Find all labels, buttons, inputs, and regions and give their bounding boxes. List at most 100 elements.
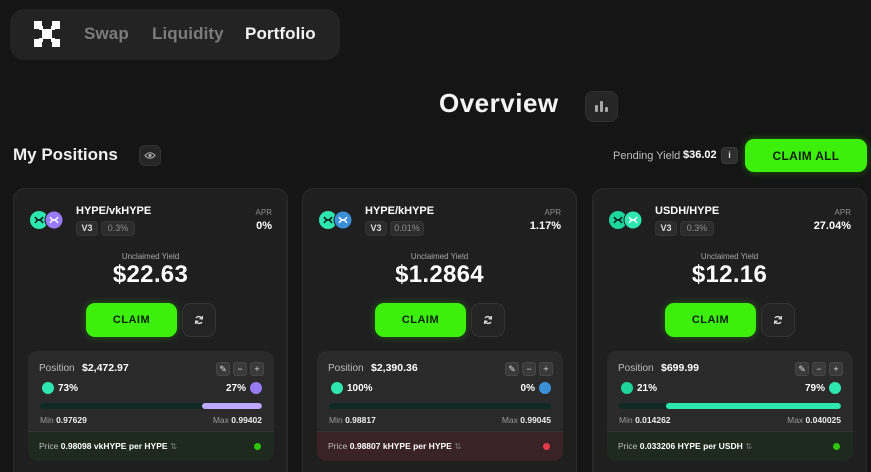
token-a-share: 100% — [331, 382, 373, 394]
unclaimed-yield-value: $1.2864 — [395, 261, 484, 288]
unclaimed-yield-label: Unclaimed Yield — [410, 252, 469, 261]
token-b-share: 0% — [521, 382, 551, 394]
unclaimed-yield-label: Unclaimed Yield — [121, 252, 180, 261]
position-actions: ✎ − + — [216, 362, 264, 376]
position-value: $2,390.36 — [371, 362, 418, 374]
nav-portfolio[interactable]: Portfolio — [245, 24, 316, 43]
position-details: Position $2,472.97 ✎ − + 73% 27% Min 0.9… — [28, 351, 274, 461]
apr-value: 27.04% — [813, 220, 851, 232]
section-title: My Positions — [13, 145, 118, 164]
token-a-icon — [331, 382, 343, 394]
apr-label: APR — [255, 208, 272, 217]
token-b-share: 79% — [805, 382, 841, 394]
add-liquidity-icon[interactable]: + — [829, 362, 843, 376]
pending-yield-value: $36.02 — [683, 149, 717, 161]
pair-name: HYPE/vkHYPE — [76, 205, 152, 217]
range-min: Min 0.98817 — [329, 415, 376, 425]
fee-badge: 0.3% — [101, 221, 135, 236]
claim-button[interactable]: CLAIM — [665, 303, 756, 337]
token-b-icon — [250, 382, 262, 394]
nav-liquidity[interactable]: Liquidity — [152, 24, 224, 43]
version-badge: V3 — [365, 221, 387, 236]
pair-name: USDH/HYPE — [655, 205, 720, 217]
remove-liquidity-icon[interactable]: − — [812, 362, 826, 376]
overview-chart-button[interactable] — [585, 91, 618, 122]
token-a-share: 73% — [42, 382, 78, 394]
compound-button[interactable] — [471, 303, 505, 337]
range-max: Max 0.040025 — [787, 415, 841, 425]
position-card: USDH/HYPE V3 0.3% APR 27.04% Unclaimed Y… — [592, 188, 867, 472]
range-bar-fill — [665, 403, 841, 409]
page-title: Overview — [439, 88, 559, 118]
app-logo-icon[interactable] — [34, 21, 60, 47]
nav-swap[interactable]: Swap — [84, 24, 129, 43]
claim-all-button[interactable]: CLAIM ALL — [745, 139, 867, 172]
claim-button[interactable]: CLAIM — [86, 303, 177, 337]
refresh-icon — [194, 315, 204, 325]
pair-name: HYPE/kHYPE — [365, 205, 435, 217]
range-bar — [40, 403, 262, 409]
position-actions: ✎ − + — [505, 362, 553, 376]
range-status-dot — [833, 443, 840, 450]
token-b-share: 27% — [226, 382, 262, 394]
range-bar — [329, 403, 551, 409]
pending-yield-label: Pending Yield — [613, 150, 681, 162]
position-label: Position — [618, 363, 654, 374]
unclaimed-yield-value: $22.63 — [112, 261, 189, 288]
remove-liquidity-icon[interactable]: − — [522, 362, 536, 376]
position-details: Position $699.99 ✎ − + 21% 79% Min 0.014… — [607, 351, 853, 461]
token-b-icon — [539, 382, 551, 394]
position-value: $2,472.97 — [82, 362, 129, 374]
swap-direction-icon[interactable]: ⇅ — [454, 441, 462, 451]
unclaimed-yield-label: Unclaimed Yield — [700, 252, 759, 261]
range-bar — [619, 403, 841, 409]
add-liquidity-icon[interactable]: + — [250, 362, 264, 376]
add-liquidity-icon[interactable]: + — [539, 362, 553, 376]
eye-icon — [144, 152, 156, 159]
position-label: Position — [39, 363, 75, 374]
position-label: Position — [328, 363, 364, 374]
range-status-dot — [254, 443, 261, 450]
pair-token-icons — [609, 210, 643, 230]
refresh-icon — [483, 315, 493, 325]
range-max: Max 0.99402 — [212, 415, 262, 425]
position-details: Position $2,390.36 ✎ − + 100% 0% Min 0.9… — [317, 351, 563, 461]
price-row: Price 0.033206 HYPE per USDH ⇅ — [607, 431, 853, 461]
fee-badge: 0.01% — [390, 221, 424, 236]
pair-token-icons — [30, 210, 64, 230]
apr-value: 0% — [256, 220, 272, 232]
top-nav: Swap Liquidity Portfolio — [10, 9, 340, 60]
unclaimed-yield-value: $12.16 — [691, 261, 768, 288]
apr-label: APR — [544, 208, 561, 217]
edit-icon[interactable]: ✎ — [505, 362, 519, 376]
edit-icon[interactable]: ✎ — [216, 362, 230, 376]
claim-button[interactable]: CLAIM — [375, 303, 466, 337]
toggle-visibility-button[interactable] — [139, 145, 161, 166]
position-card: HYPE/kHYPE V3 0.01% APR 1.17% Unclaimed … — [302, 188, 577, 472]
apr-label: APR — [834, 208, 851, 217]
price-row: Price 0.98098 vkHYPE per HYPE ⇅ — [28, 431, 274, 461]
fee-badge: 0.3% — [680, 221, 714, 236]
bar-chart-icon — [595, 105, 598, 112]
current-price: Price 0.98807 kHYPE per HYPE ⇅ — [328, 441, 462, 451]
current-price: Price 0.033206 HYPE per USDH ⇅ — [618, 441, 753, 451]
version-badge: V3 — [655, 221, 677, 236]
token-a-icon — [621, 382, 633, 394]
token-b-icon — [829, 382, 841, 394]
range-min: Min 0.97629 — [40, 415, 87, 425]
position-value: $699.99 — [661, 362, 699, 374]
range-status-dot — [543, 443, 550, 450]
pair-token-icons — [319, 210, 353, 230]
apr-value: 1.17% — [529, 220, 561, 232]
token-a-share: 21% — [621, 382, 657, 394]
range-min: Min 0.014262 — [619, 415, 671, 425]
info-icon[interactable]: i — [721, 147, 738, 164]
edit-icon[interactable]: ✎ — [795, 362, 809, 376]
compound-button[interactable] — [182, 303, 216, 337]
compound-button[interactable] — [761, 303, 795, 337]
swap-direction-icon[interactable]: ⇅ — [169, 441, 178, 451]
swap-direction-icon[interactable]: ⇅ — [745, 441, 753, 451]
version-badge: V3 — [76, 221, 98, 236]
remove-liquidity-icon[interactable]: − — [233, 362, 247, 376]
token-a-icon — [42, 382, 54, 394]
